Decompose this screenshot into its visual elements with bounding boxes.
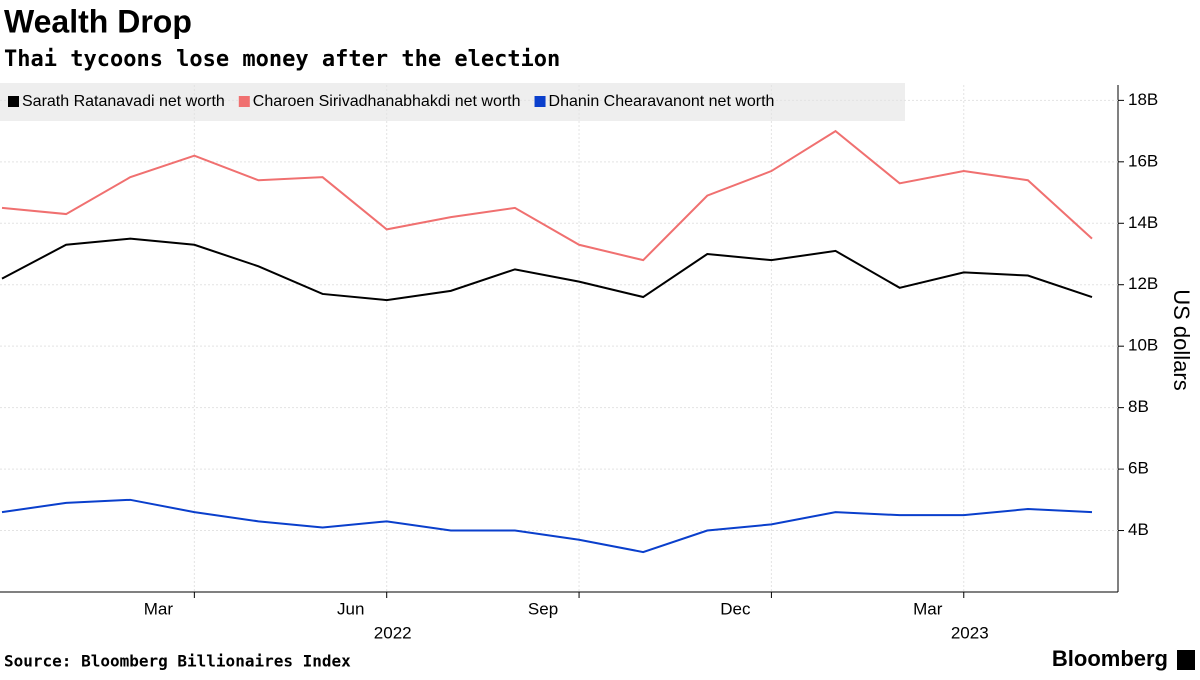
logo: Bloomberg bbox=[1052, 646, 1168, 671]
legend-label: Charoen Sirivadhanabhakdi net worth bbox=[253, 93, 521, 110]
logo-icon bbox=[1177, 650, 1195, 670]
legend-swatch bbox=[8, 96, 19, 107]
x-tick-label: Sep bbox=[528, 599, 558, 618]
x-tick-label: Mar bbox=[144, 599, 174, 618]
y-tick-label: 10B bbox=[1128, 336, 1158, 355]
y-tick-label: 16B bbox=[1128, 151, 1158, 170]
chart-title: Wealth Drop bbox=[4, 3, 192, 39]
chart-subtitle: Thai tycoons lose money after the electi… bbox=[4, 47, 560, 72]
series-line bbox=[1, 237, 1093, 302]
y-tick-label: 12B bbox=[1128, 274, 1158, 293]
legend-background bbox=[0, 83, 905, 121]
y-tick-label: 6B bbox=[1128, 459, 1149, 478]
legend-label: Sarath Ratanavadi net worth bbox=[22, 93, 225, 110]
x-year-label: 2022 bbox=[374, 623, 412, 642]
x-tick-label: Mar bbox=[913, 599, 943, 618]
source: Source: Bloomberg Billionaires Index bbox=[4, 652, 351, 671]
y-axis-label: US dollars bbox=[1169, 289, 1194, 390]
x-year-label: 2023 bbox=[951, 623, 989, 642]
y-tick-label: 4B bbox=[1128, 520, 1149, 539]
x-tick-label: Dec bbox=[720, 599, 751, 618]
y-tick-label: 8B bbox=[1128, 397, 1149, 416]
legend-swatch bbox=[238, 96, 250, 107]
series-line bbox=[1, 498, 1093, 554]
y-tick-label: 14B bbox=[1128, 213, 1158, 232]
legend-swatch bbox=[534, 96, 546, 107]
x-tick-label: Jun bbox=[337, 599, 364, 618]
series-line bbox=[1, 129, 1093, 262]
y-tick-label: 18B bbox=[1128, 90, 1158, 109]
legend-label: Dhanin Chearavanont net worth bbox=[549, 93, 775, 110]
